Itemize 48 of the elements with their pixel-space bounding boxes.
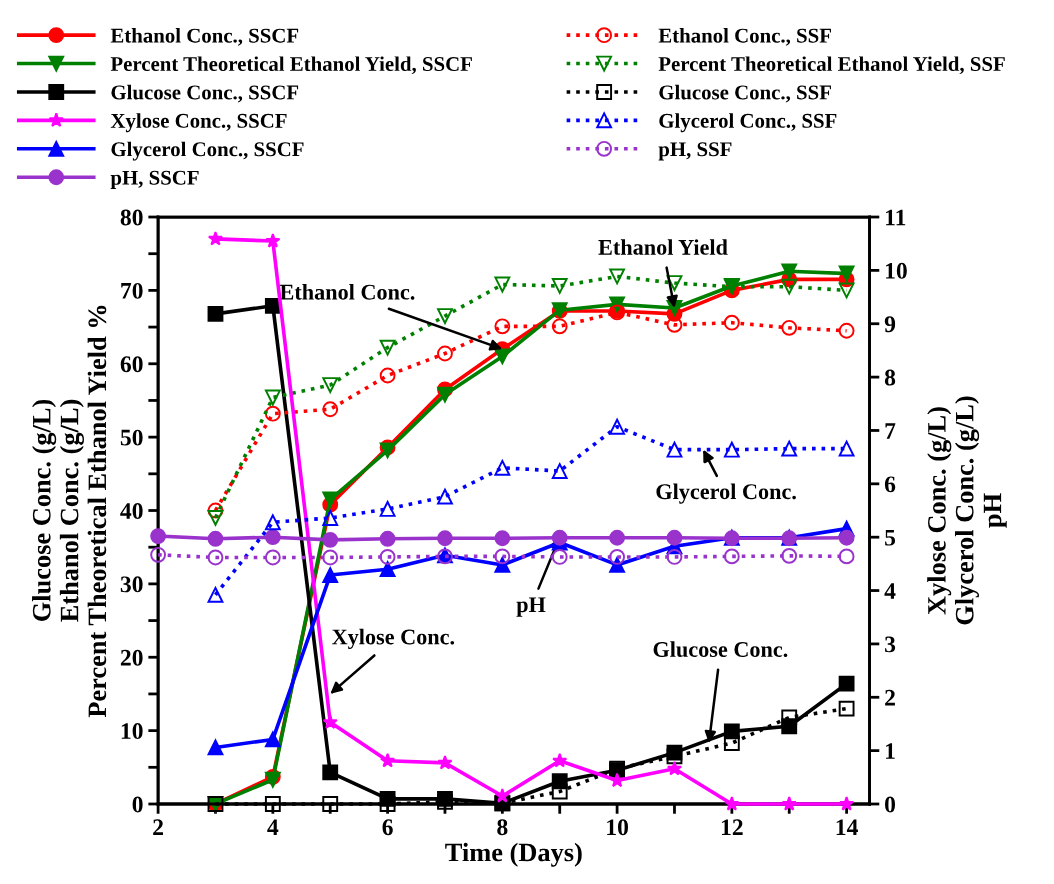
legend-label: Glycerol Conc., SSCF	[111, 141, 304, 161]
x-tick-label: 4	[267, 819, 279, 835]
x-tick-label: 12	[721, 819, 743, 835]
y2-tick-label: 6	[884, 476, 896, 493]
annotation: pH	[516, 597, 546, 617]
y2-tick-label: 7	[885, 423, 896, 439]
legend-label: pH, SSF	[658, 142, 732, 161]
y-tick-label: 10	[121, 723, 143, 740]
y-tick-label: 30	[120, 576, 143, 593]
legend-label: Glycerol Conc., SSF	[659, 113, 837, 133]
y2-tick-label: 8	[884, 369, 896, 386]
y-tick-label: 80	[120, 209, 143, 226]
legend-label: Ethanol Conc., SSCF	[110, 28, 299, 46]
x-tick-label: 14	[836, 819, 858, 835]
y-tick-label: 20	[120, 649, 143, 666]
y2-tick-label: 5	[885, 529, 896, 546]
y-tick-label: 60	[120, 356, 143, 373]
y2-tick-label: 4	[884, 583, 896, 599]
legend-label: pH, SSCF	[110, 170, 199, 189]
x-axis-title: Time (Days)	[445, 842, 582, 867]
y-axis-title: Glucose Conc. (g/L) Ethanol Conc. (g/L) Percent Theoretical Ethanol Yield %	[32, 305, 107, 718]
y-tick-label: 50	[120, 429, 143, 446]
y2-tick-label: 0	[885, 796, 896, 813]
annotation: Xylose Conc.	[332, 628, 455, 650]
y2-tick-label: 10	[886, 262, 907, 279]
y2-tick-label: 2	[885, 689, 895, 706]
y2-tick-label: 11	[886, 209, 906, 226]
y2-axis-title: Xylose Conc. (g/L) Glycerol Conc. (g/L) pH	[927, 396, 1007, 625]
legend-label: Xylose Conc., SSCF	[110, 113, 287, 133]
x-tick-label: 8	[497, 819, 508, 836]
legend-label: Percent Theoretical Ethanol Yield, SSF	[658, 56, 1005, 75]
y2-tick-label: 1	[886, 743, 895, 759]
x-tick-label: 2	[153, 819, 163, 835]
annotation: Ethanol Conc.	[279, 283, 415, 300]
legend-label: Ethanol Conc., SSF	[658, 28, 831, 46]
legend-label: Glucose Conc., SSF	[659, 84, 831, 103]
annotation: Glycerol Conc.	[656, 483, 796, 504]
y2-tick-label: 9	[884, 316, 896, 333]
legend-label: Glucose Conc., SSCF	[111, 84, 299, 103]
x-tick-label: 6	[382, 819, 393, 836]
y-tick-label: 70	[121, 282, 143, 299]
legend-label: Percent Theoretical Ethanol Yield, SSCF	[110, 56, 472, 75]
y2-tick-label: 3	[885, 636, 896, 653]
annotation: Glucose Conc.	[653, 641, 788, 658]
x-tick-label: 10	[607, 819, 629, 836]
y-tick-label: 0	[132, 796, 143, 813]
y-tick-label: 40	[120, 503, 143, 519]
annotation: Ethanol Yield	[598, 239, 728, 255]
